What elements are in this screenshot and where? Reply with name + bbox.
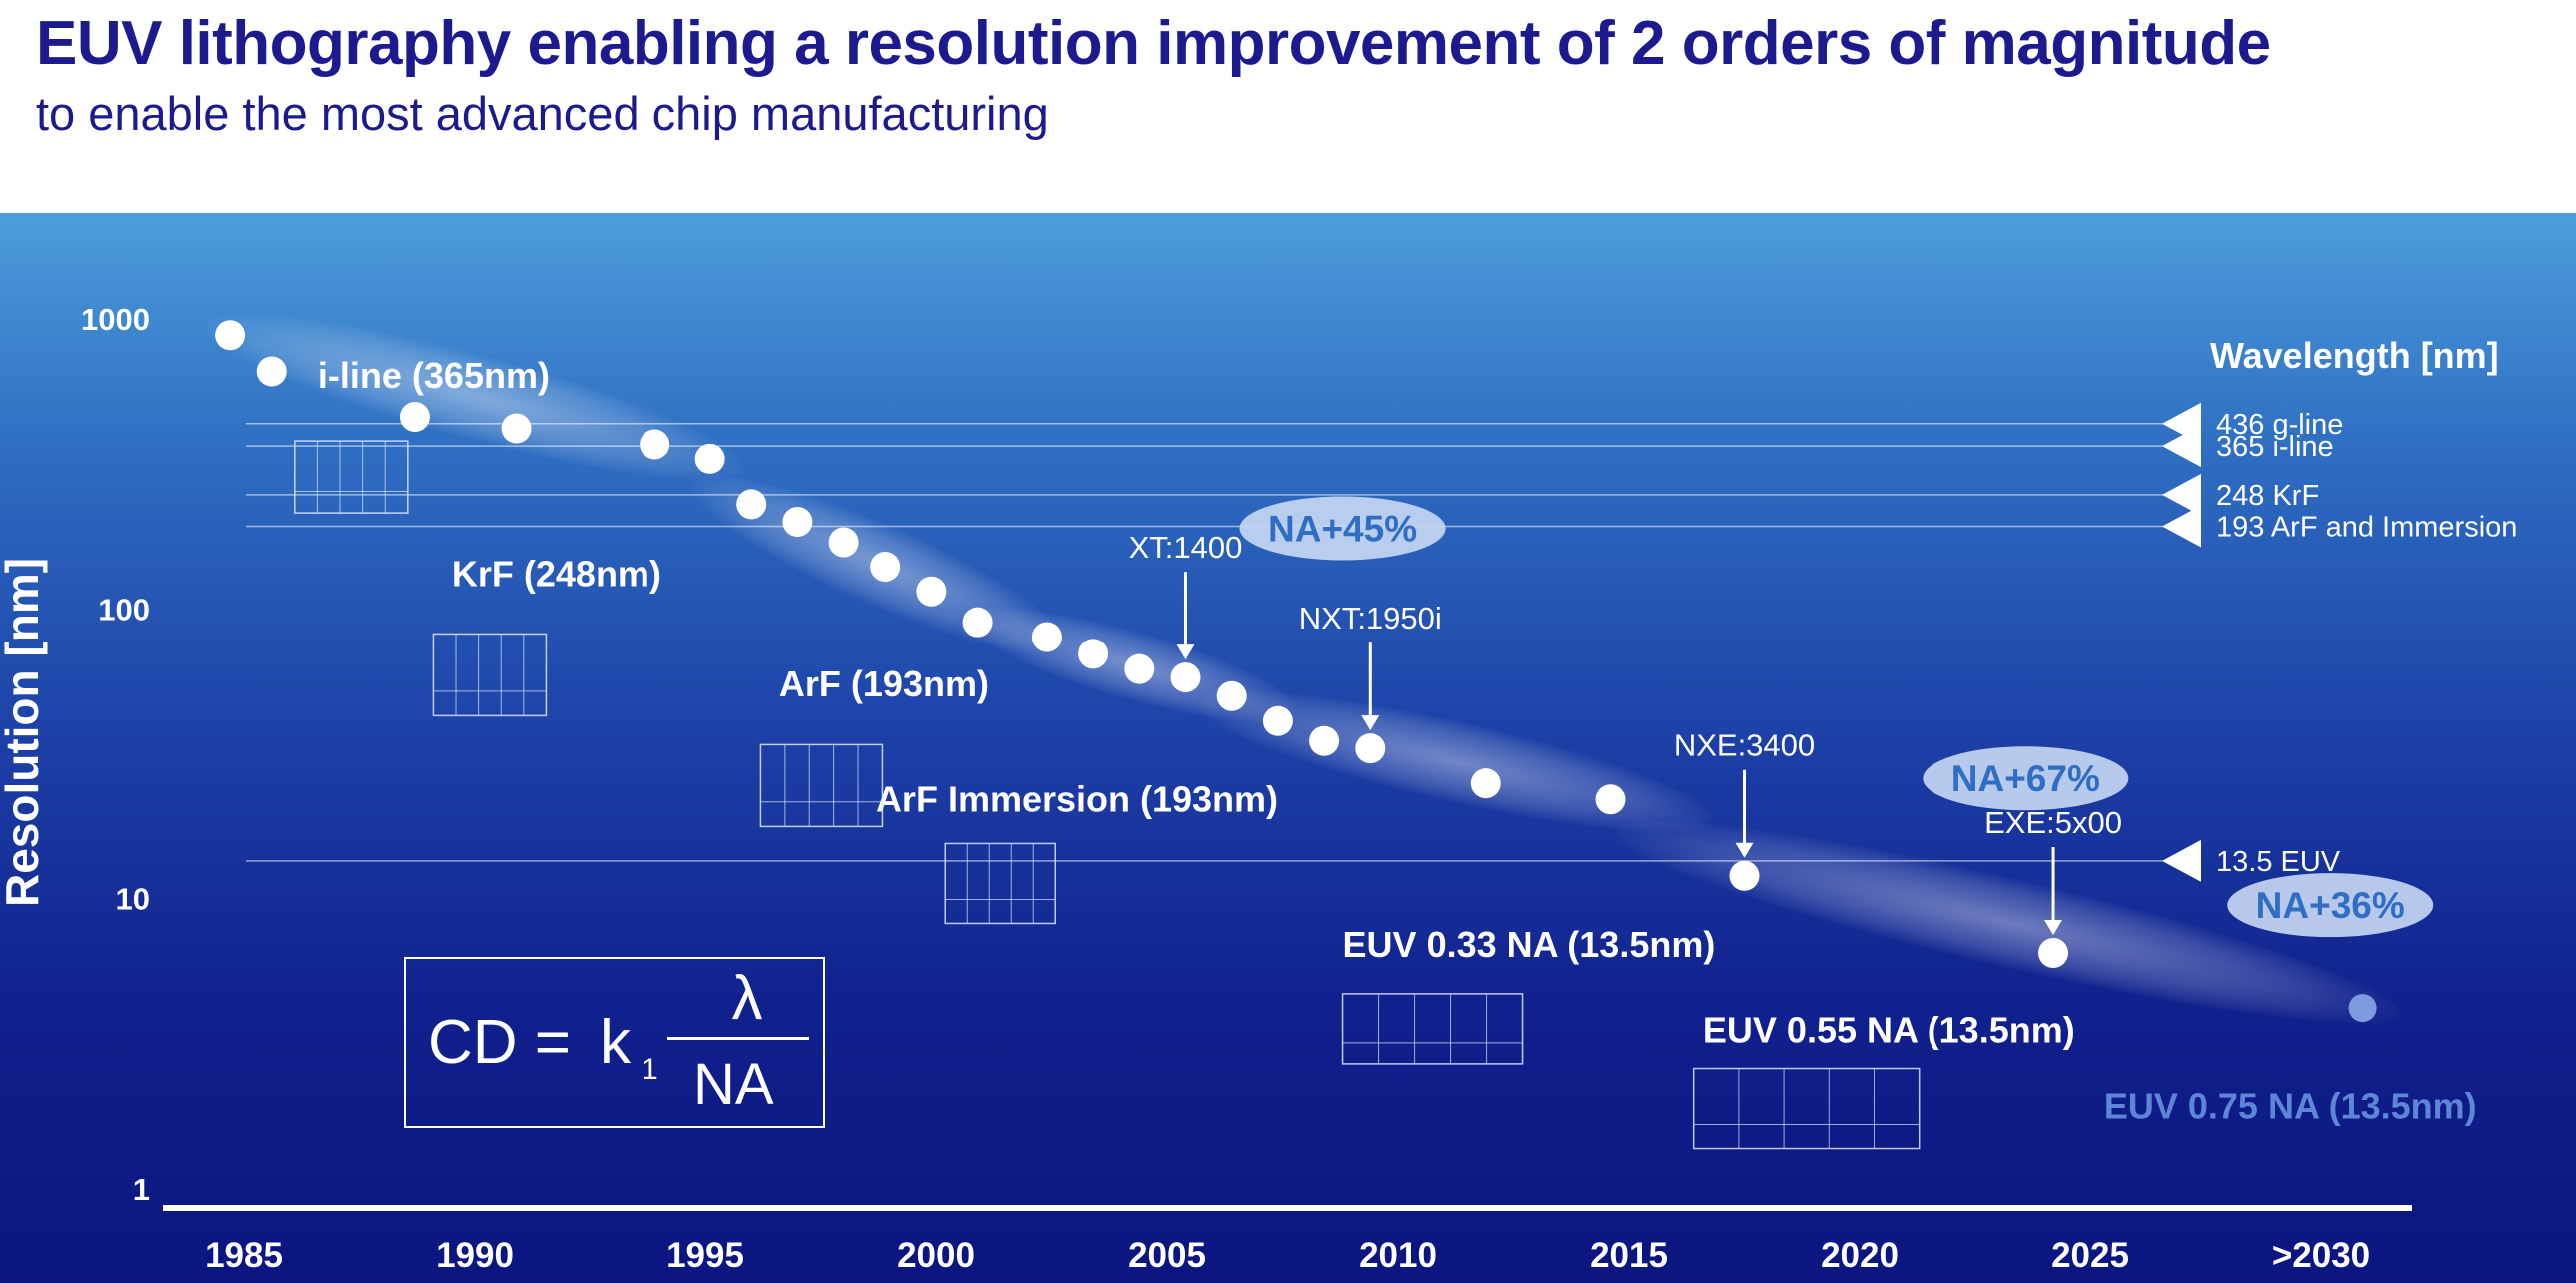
- formula-denominator: NA: [693, 1052, 774, 1117]
- data-point: [2348, 994, 2377, 1023]
- data-point: [256, 356, 287, 387]
- machine-icon: [759, 743, 884, 828]
- technology-label: EUV 0.33 NA (13.5nm): [1343, 924, 1716, 965]
- data-point: [1355, 733, 1386, 764]
- technology-label: ArF (193nm): [779, 663, 989, 704]
- annotation-arrow-head: [2044, 920, 2063, 936]
- x-tick-label: 2015: [1590, 1236, 1668, 1275]
- x-tick-label: 2000: [897, 1236, 975, 1275]
- wavelength-panel-title: Wavelength [nm]: [2210, 335, 2499, 376]
- technology-label: EUV 0.75 NA (13.5nm): [2104, 1085, 2477, 1126]
- technology-label: ArF Immersion (193nm): [876, 778, 1278, 819]
- system-annotation-label: XT:1400: [1129, 530, 1243, 565]
- wavelength-marker: [2162, 425, 2201, 468]
- na-badge: [1239, 496, 1446, 561]
- technology-band: [1614, 821, 2400, 1024]
- x-tick-label: 2020: [1821, 1236, 1899, 1275]
- system-annotation-label: NXT:1950i: [1299, 601, 1442, 636]
- technology-label: KrF (248nm): [452, 553, 661, 594]
- y-tick-label: 1: [133, 1172, 150, 1207]
- wavelength-line-label: 248 KrF: [2216, 480, 2319, 512]
- data-point: [962, 607, 993, 638]
- data-point: [1078, 639, 1109, 669]
- na-badge-label: NA+45%: [1268, 508, 1417, 549]
- data-point: [1262, 705, 1293, 736]
- x-tick-label: 2005: [1128, 1236, 1206, 1275]
- machine-icon: [1692, 1067, 1921, 1150]
- machine-icon: [944, 842, 1056, 925]
- data-point: [2038, 938, 2069, 969]
- formula-k: k: [600, 1008, 631, 1077]
- annotation-arrow-head: [1361, 715, 1380, 731]
- data-point: [501, 413, 532, 444]
- data-point: [399, 402, 430, 433]
- machine-icon: [432, 633, 548, 717]
- wavelength-marker: [2162, 473, 2201, 516]
- data-point: [1729, 860, 1760, 891]
- y-tick-label: 100: [98, 592, 150, 627]
- x-tick-label: >2030: [2272, 1236, 2370, 1275]
- data-point: [694, 443, 725, 474]
- data-point: [736, 489, 767, 520]
- y-tick-label: 1000: [81, 302, 150, 337]
- technology-label: i-line (365nm): [318, 355, 550, 396]
- na-badge-label: NA+67%: [1951, 758, 2100, 799]
- data-point: [916, 576, 947, 607]
- machine-icon: [1341, 993, 1524, 1065]
- cd-formula-box: CD = k 1 λ NA: [404, 957, 825, 1128]
- page-subtitle: to enable the most advanced chip manufac…: [36, 87, 1049, 140]
- system-annotation-label: EXE:5x00: [1984, 805, 2122, 840]
- data-point: [1216, 680, 1247, 711]
- technology-label: EUV 0.55 NA (13.5nm): [1703, 1009, 2075, 1050]
- x-tick-label: 1990: [436, 1236, 514, 1275]
- annotation-arrow-head: [1735, 842, 1754, 858]
- system-annotation-label: NXE:3400: [1674, 728, 1815, 763]
- chart-panel: 436 g-line 365 i-line 248 KrF 193 ArF and I…: [0, 213, 2576, 1283]
- y-axis-label: Resolution [nm]: [0, 558, 48, 907]
- data-point: [782, 507, 813, 538]
- wavelength-line-label: 193 ArF and Immersion: [2216, 512, 2517, 544]
- wavelength-line-label: 436 g-line: [2216, 409, 2343, 441]
- x-tick-label: 1995: [666, 1236, 744, 1275]
- y-tick-label: 10: [116, 882, 150, 917]
- x-tick-label: 2010: [1359, 1236, 1437, 1275]
- formula-lhs: CD =: [428, 1008, 571, 1077]
- data-point: [870, 551, 901, 582]
- data-point: [1470, 768, 1501, 799]
- page-title: EUV lithography enabling a resolution im…: [36, 9, 2271, 78]
- data-point: [1309, 725, 1340, 756]
- wavelength-marker: [2162, 839, 2201, 882]
- x-tick-label: 2025: [2051, 1236, 2129, 1275]
- wavelength-marker: [2162, 505, 2201, 548]
- data-point: [1170, 662, 1201, 693]
- data-point: [640, 429, 670, 460]
- formula-numerator: λ: [731, 964, 763, 1033]
- annotation-arrow-head: [1176, 644, 1195, 660]
- na-badge: [2227, 873, 2434, 938]
- data-point: [1031, 622, 1062, 652]
- machine-icon: [294, 440, 409, 514]
- na-badge-label: NA+36%: [2256, 885, 2405, 926]
- technology-band: [207, 314, 742, 480]
- na-badge: [1923, 746, 2129, 811]
- data-point: [215, 320, 246, 351]
- data-point: [1124, 653, 1155, 684]
- formula-k-subscript: 1: [642, 1053, 658, 1086]
- data-point: [1595, 784, 1626, 815]
- wavelength-line-label: 365 i-line: [2216, 431, 2334, 463]
- formula-fraction-bar: [667, 1037, 809, 1040]
- wavelength-line-label: 13.5 EUV: [2216, 846, 2341, 878]
- x-tick-label: 1985: [205, 1236, 283, 1275]
- data-point: [828, 527, 859, 558]
